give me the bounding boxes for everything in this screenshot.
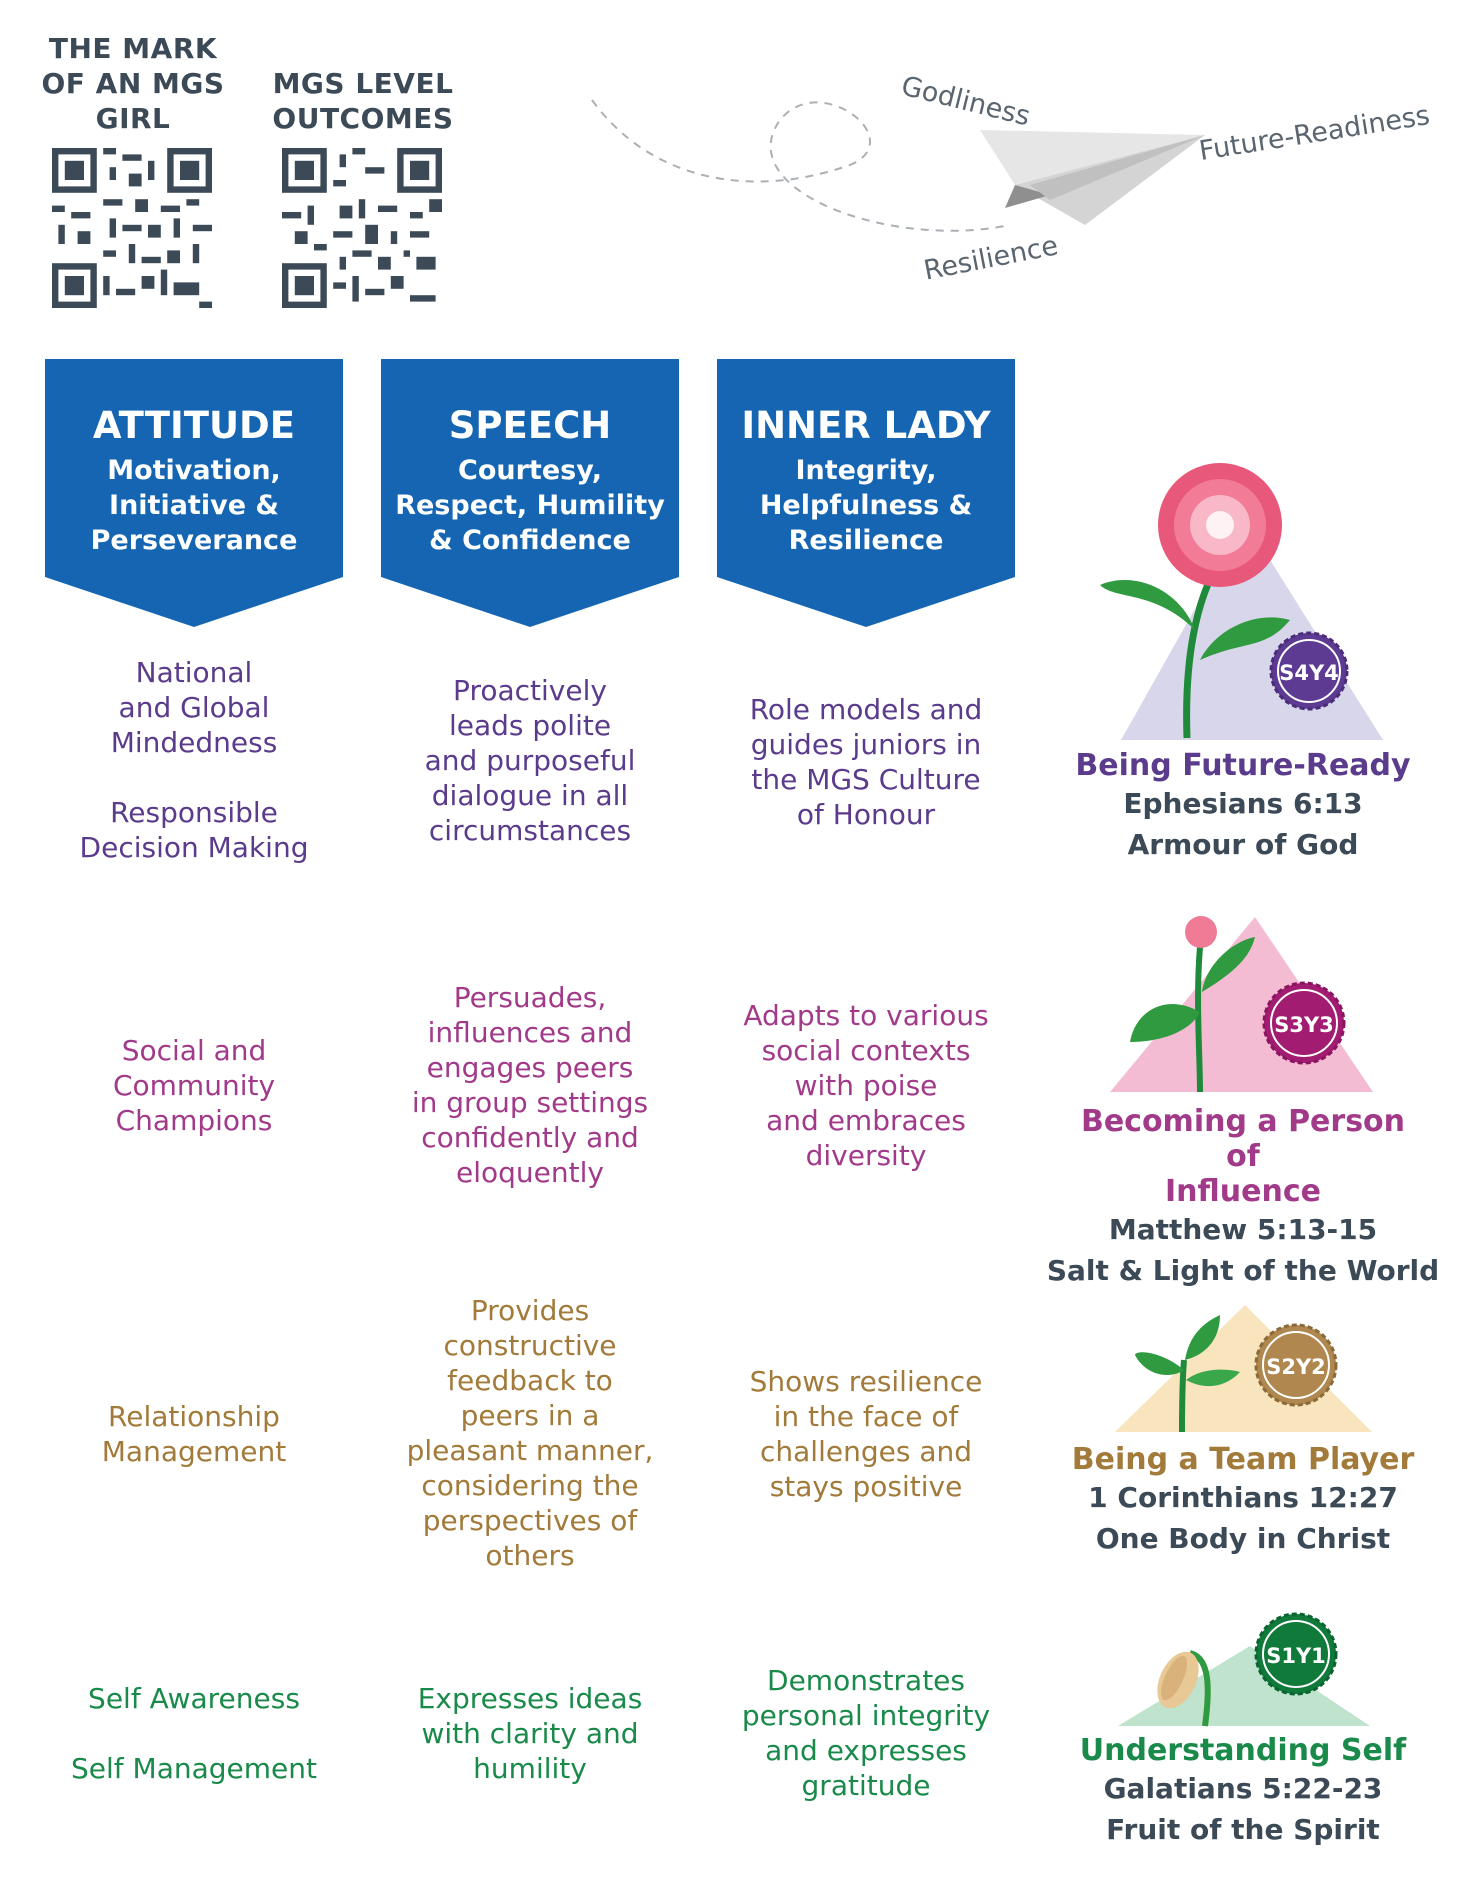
stage-theme: Fruit of the Spirit [1106,1813,1380,1846]
row3-speech: Provides constructive feedback to peers … [406,1294,654,1572]
qr-title-mark: THE MARK OF AN MGS GIRL [41,32,225,135]
banner-title: ATTITUDE [92,404,296,447]
qr-code-mark[interactable] [52,148,212,308]
stage-3: Becoming a Person of Influence Matthew 5… [1047,1104,1439,1291]
badge-s4y4: S4Y4 [1279,661,1339,685]
stage-reference: Galatians 5:22-23 [1103,1772,1383,1805]
stage-reference: 1 Corinthians 12:27 [1088,1481,1398,1514]
row2-inner: Adapts to various social contexts with p… [743,999,989,1172]
stage-theme: Armour of God [1127,828,1359,861]
row1-speech: Proactively leads polite and purposeful … [424,674,636,847]
row4-attitude: Self Awareness Self Management [71,1682,317,1785]
row2-speech: Persuades, influences and engages peers … [411,981,649,1189]
stage-title: Being a Team Player [1071,1442,1415,1477]
banner-inner-lady: INNER LADY Integrity, Helpfulness & Resi… [717,359,1015,627]
paper-plane-illustration [591,99,1205,232]
banner-title: INNER LADY [741,404,991,447]
stage-reference: Ephesians 6:13 [1123,787,1363,820]
banner-subtitle: Motivation, Initiative & Perseverance [90,455,298,556]
banner-subtitle: Integrity, Helpfulness & Resilience [759,455,973,556]
row2-attitude: Social and Community Champions [112,1034,276,1137]
banner-speech: SPEECH Courtesy, Respect, Humility & Con… [381,359,679,627]
banner-attitude: ATTITUDE Motivation, Initiative & Persev… [45,359,343,627]
qr-title-outcomes: MGS LEVEL OUTCOMES [272,67,454,135]
sprout-icon: S2Y2 [1115,1305,1372,1433]
stage-reference: Matthew 5:13-15 [1108,1213,1378,1246]
badge-s1y1: S1Y1 [1266,1644,1326,1668]
row1-inner: Role models and guides juniors in the MG… [749,693,983,831]
row4-inner: Demonstrates personal integrity and expr… [741,1664,991,1802]
badge-s2y2: S2Y2 [1266,1355,1326,1379]
stage-1: Understanding Self Galatians 5:22-23 Fru… [1063,1733,1423,1850]
stage-theme: One Body in Christ [1095,1522,1391,1555]
seed-icon: S1Y1 [1118,1612,1370,1727]
banner-title: SPEECH [448,404,612,447]
flower-bloom-icon: S4Y4 [1100,463,1383,740]
stage-4: Being Future-Ready Ephesians 6:13 Armour… [1063,748,1423,865]
stage-title: Being Future-Ready [1075,748,1411,783]
row4-speech: Expresses ideas with clarity and humilit… [417,1682,643,1785]
stage-2: Being a Team Player 1 Corinthians 12:27 … [1063,1442,1423,1559]
banner-subtitle: Courtesy, Respect, Humility & Confidence [395,455,665,556]
stage-title: Understanding Self [1079,1733,1407,1768]
row3-attitude: Relationship Management [101,1400,287,1468]
badge-s3y3: S3Y3 [1274,1013,1334,1037]
budding-plant-icon: S3Y3 [1110,916,1373,1093]
stage-theme: Salt & Light of the World [1046,1254,1440,1287]
stage-title: Becoming a Person of Influence [1080,1104,1406,1209]
row1-attitude: National and Global Mindedness Responsib… [79,656,309,864]
qr-code-outcomes[interactable] [282,148,442,308]
row3-inner: Shows resilience in the face of challeng… [749,1365,983,1503]
